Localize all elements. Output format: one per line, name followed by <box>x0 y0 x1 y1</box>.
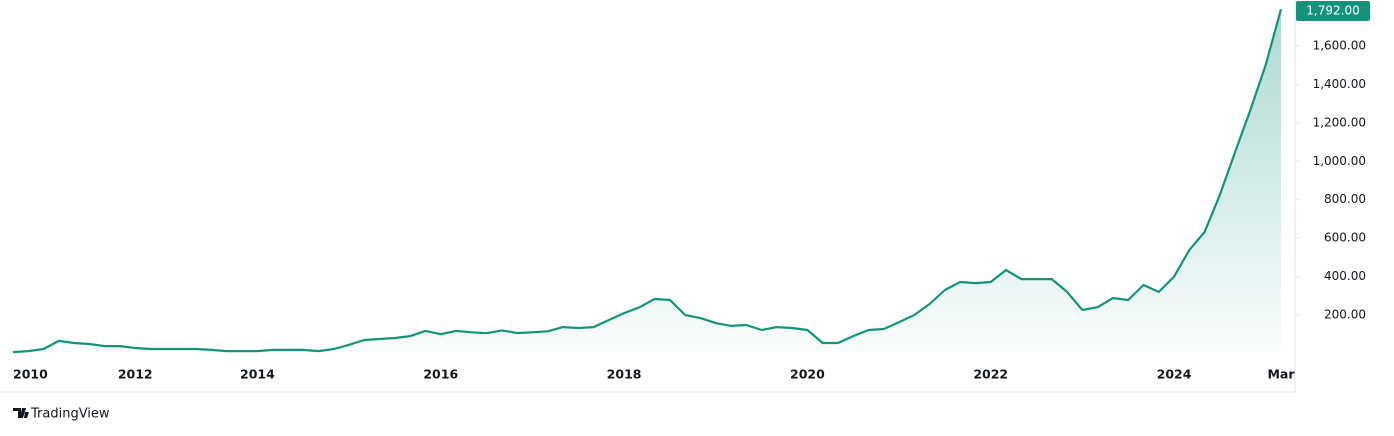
logo-icon <box>13 408 29 418</box>
x-tick-label: 2022 <box>973 367 1008 382</box>
line <box>12 8 1283 354</box>
logo-text: TradingView <box>30 407 110 422</box>
y-tick-label: 600.00 <box>1324 231 1366 245</box>
last-value-label: 1,792.00 <box>1306 4 1359 18</box>
y-tick-label: 200.00 <box>1324 307 1366 321</box>
last-value-badge <box>1296 1 1370 21</box>
y-tick-label: 800.00 <box>1324 192 1366 206</box>
y-tick-label: 1,200.00 <box>1313 115 1366 129</box>
y-tick-label: 1,400.00 <box>1313 77 1366 91</box>
x-tick-label: 2020 <box>790 367 825 382</box>
logo: TradingView <box>13 407 110 422</box>
area <box>13 9 1281 353</box>
x-tick-label: 2016 <box>423 367 458 382</box>
y-tick-label: 1,000.00 <box>1313 154 1366 168</box>
x-tick-label: 2010 <box>13 367 48 382</box>
x-tick-label: 2012 <box>118 367 153 382</box>
x-tick-label: 2014 <box>240 367 275 382</box>
x-tick-label: Mar <box>1267 367 1295 382</box>
x-tick-label: 2024 <box>1157 367 1192 382</box>
y-tick-label: 1,600.00 <box>1313 39 1366 53</box>
y-tick-label: 400.00 <box>1324 269 1366 283</box>
x-tick-label: 2018 <box>607 367 642 382</box>
